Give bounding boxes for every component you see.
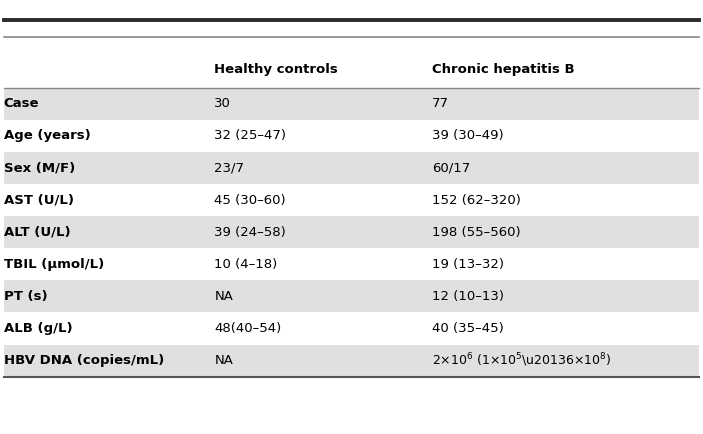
Text: Sex (M/F): Sex (M/F) xyxy=(4,161,75,174)
FancyBboxPatch shape xyxy=(4,52,699,88)
FancyBboxPatch shape xyxy=(4,120,699,152)
Text: NA: NA xyxy=(214,354,233,367)
Text: PT (s): PT (s) xyxy=(4,290,47,303)
Text: 77: 77 xyxy=(432,97,449,110)
FancyBboxPatch shape xyxy=(4,345,699,377)
Text: 198 (55–560): 198 (55–560) xyxy=(432,226,521,239)
Text: HBV DNA (copies/mL): HBV DNA (copies/mL) xyxy=(4,354,164,367)
Text: 19 (13–32): 19 (13–32) xyxy=(432,258,504,271)
Text: AST (U/L): AST (U/L) xyxy=(4,194,74,207)
Text: Case: Case xyxy=(4,97,39,110)
Text: 30: 30 xyxy=(214,97,231,110)
FancyBboxPatch shape xyxy=(4,216,699,248)
FancyBboxPatch shape xyxy=(4,312,699,345)
FancyBboxPatch shape xyxy=(4,184,699,216)
Text: Chronic hepatitis B: Chronic hepatitis B xyxy=(432,63,575,76)
Text: 23/7: 23/7 xyxy=(214,161,245,174)
Text: 12 (10–13): 12 (10–13) xyxy=(432,290,504,303)
Text: 39 (24–58): 39 (24–58) xyxy=(214,226,286,239)
Text: 48(40–54): 48(40–54) xyxy=(214,322,282,335)
FancyBboxPatch shape xyxy=(4,88,699,120)
Text: NA: NA xyxy=(214,290,233,303)
FancyBboxPatch shape xyxy=(4,152,699,184)
Text: 32 (25–47): 32 (25–47) xyxy=(214,129,286,142)
Text: 45 (30–60): 45 (30–60) xyxy=(214,194,286,207)
Text: ALT (U/L): ALT (U/L) xyxy=(4,226,70,239)
FancyBboxPatch shape xyxy=(4,280,699,312)
Text: 40 (35–45): 40 (35–45) xyxy=(432,322,504,335)
Text: ALB (g/L): ALB (g/L) xyxy=(4,322,72,335)
Text: 39 (30–49): 39 (30–49) xyxy=(432,129,504,142)
Text: 2$\times$10$^{6}$ (1$\times$10$^{5}$\u20136$\times$10$^{8}$): 2$\times$10$^{6}$ (1$\times$10$^{5}$\u20… xyxy=(432,352,612,369)
Text: 152 (62–320): 152 (62–320) xyxy=(432,194,521,207)
Text: Age (years): Age (years) xyxy=(4,129,90,142)
Text: TBIL (μmol/L): TBIL (μmol/L) xyxy=(4,258,104,271)
Text: 60/17: 60/17 xyxy=(432,161,470,174)
FancyBboxPatch shape xyxy=(4,248,699,280)
Text: 10 (4–18): 10 (4–18) xyxy=(214,258,278,271)
Text: Healthy controls: Healthy controls xyxy=(214,63,338,76)
